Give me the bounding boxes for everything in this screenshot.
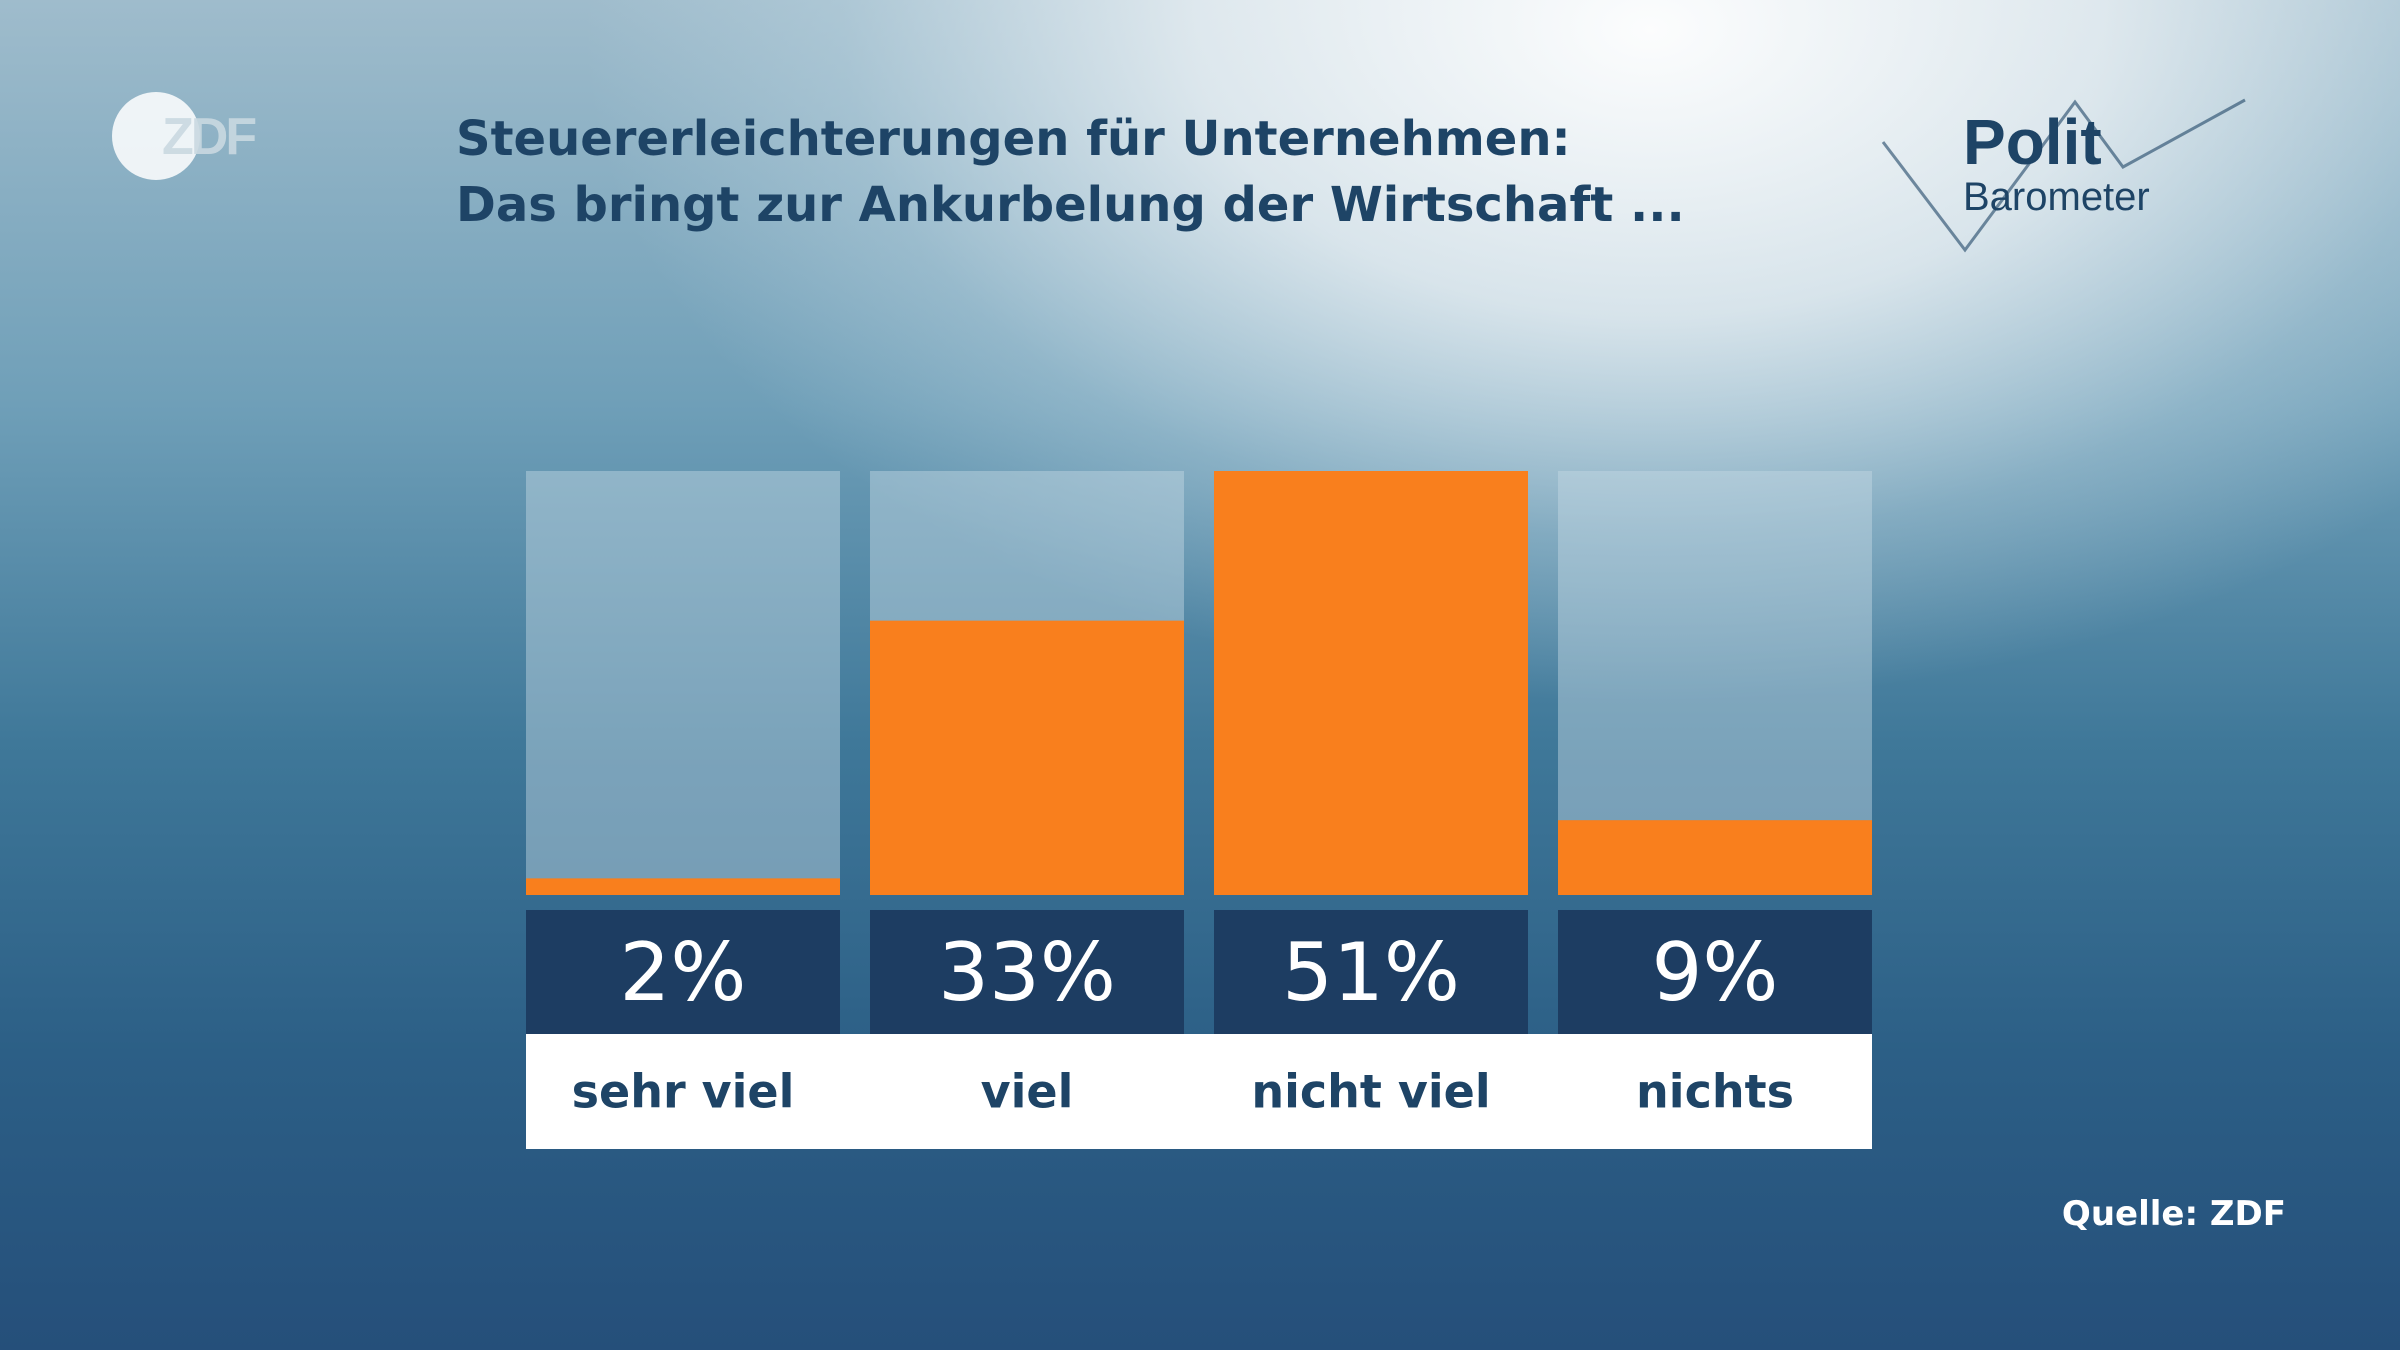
chart-title-line-1: Steuererleichterungen für Unternehmen: [456,111,1571,167]
category-label: sehr viel [572,1065,795,1119]
source-note: Quelle: ZDF [2061,1194,2286,1234]
chart-title: Steuererleichterungen für Unternehmen: D… [456,106,1685,238]
value-label: 51% [1282,926,1460,1019]
bar [870,620,1184,895]
polit-logo-line-1: Polit [1963,106,2102,178]
chart-title-line-2: Das bringt zur Ankurbelung der Wirtschaf… [456,177,1685,233]
category-label-strip [526,1034,1872,1149]
zdf-logo: ZDF [112,92,258,180]
value-box [1558,910,1872,1034]
value-box [1214,910,1528,1034]
bar [1214,471,1528,895]
category-label: nichts [1636,1065,1794,1119]
category-label: viel [981,1065,1074,1119]
bar [526,878,840,895]
category-label: nicht viel [1251,1065,1490,1119]
polit-logo-line-2: Barometer [1963,175,2150,219]
politbarometer-logo: Polit Barometer [1881,98,2246,253]
value-box [870,910,1184,1034]
value-label: 2% [620,926,747,1019]
value-label: 9% [1652,926,1779,1019]
value-label: 33% [938,926,1116,1019]
value-box [526,910,840,1034]
bar-track [526,471,840,895]
bar [1558,820,1872,895]
svg-text:ZDF: ZDF [162,108,255,166]
